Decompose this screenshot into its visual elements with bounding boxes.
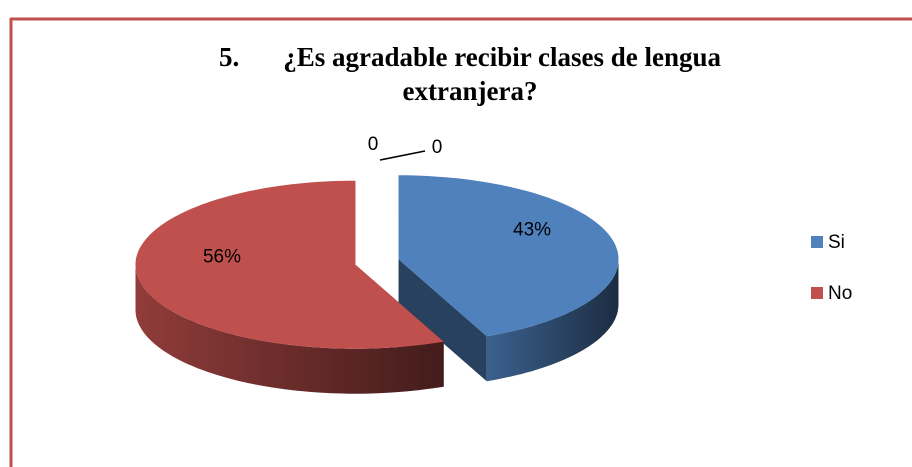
legend-swatch — [811, 287, 823, 299]
slice-top — [135, 180, 444, 349]
pie-slice — [135, 180, 444, 394]
data-label: 0 — [432, 137, 443, 158]
data-label: 56% — [203, 246, 241, 267]
slice-top — [398, 175, 619, 337]
chart-title: 5. ¿Es agradable recibir clases de lengua… — [170, 40, 770, 108]
pie-slice — [398, 175, 619, 382]
slice-wall — [486, 259, 619, 382]
slice-cut-face — [398, 259, 487, 382]
legend-label: Si — [828, 232, 845, 253]
data-label: 43% — [513, 220, 551, 241]
leader-line — [379, 150, 426, 161]
data-label: 0 — [368, 134, 379, 155]
title-number: 5. — [219, 42, 240, 72]
slice-wall — [135, 264, 444, 394]
title-text: ¿Es agradable recibir clases de lengua e… — [283, 42, 721, 106]
legend-swatch — [811, 236, 823, 248]
legend-label: No — [828, 283, 852, 304]
